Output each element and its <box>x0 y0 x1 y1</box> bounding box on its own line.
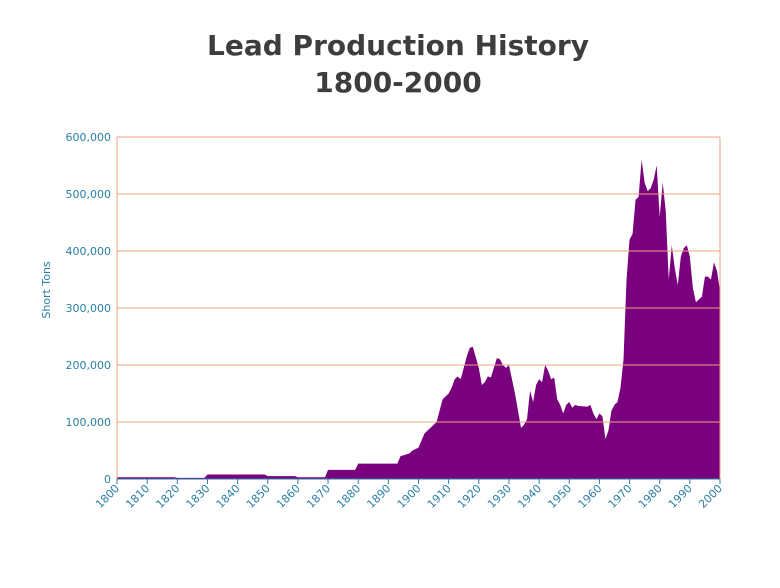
x-tick-label: 1950 <box>545 482 574 511</box>
y-axis-label: Short Tons <box>40 261 53 319</box>
x-tick-label: 1870 <box>304 482 333 511</box>
x-tick-label: 1840 <box>214 482 243 511</box>
area <box>117 159 720 480</box>
x-tick-label: 1910 <box>425 482 454 511</box>
x-tick-label: 1930 <box>485 482 514 511</box>
x-tick-label: 1960 <box>576 482 605 511</box>
x-tick-label: 1970 <box>606 482 635 511</box>
y-tick-label: 0 <box>104 473 111 486</box>
x-tick-label: 1860 <box>274 482 303 511</box>
x-tick-label: 1820 <box>153 482 182 511</box>
chart-title: Lead Production History <box>207 29 589 62</box>
x-tick-label: 1800 <box>93 482 122 511</box>
y-tick-label: 300,000 <box>66 302 112 315</box>
y-tick-label: 600,000 <box>66 131 112 144</box>
x-tick-label: 1830 <box>184 482 213 511</box>
chart-subtitle: 1800-2000 <box>314 66 481 99</box>
x-tick-label: 1850 <box>244 482 273 511</box>
x-tick-label: 1900 <box>395 482 424 511</box>
y-tick-label: 500,000 <box>66 188 112 201</box>
y-tick-label: 100,000 <box>66 416 112 429</box>
x-tick-label: 1980 <box>636 482 665 511</box>
x-tick-label: 1990 <box>666 482 695 511</box>
x-tick-label: 1810 <box>123 482 152 511</box>
x-tick-label: 1920 <box>455 482 484 511</box>
y-tick-label: 200,000 <box>66 359 112 372</box>
x-tick-label: 1880 <box>334 482 363 511</box>
x-tick-label: 1890 <box>364 482 393 511</box>
x-tick-label: 2000 <box>696 482 725 511</box>
y-tick-label: 400,000 <box>66 245 112 258</box>
x-tick-label: 1940 <box>515 482 544 511</box>
